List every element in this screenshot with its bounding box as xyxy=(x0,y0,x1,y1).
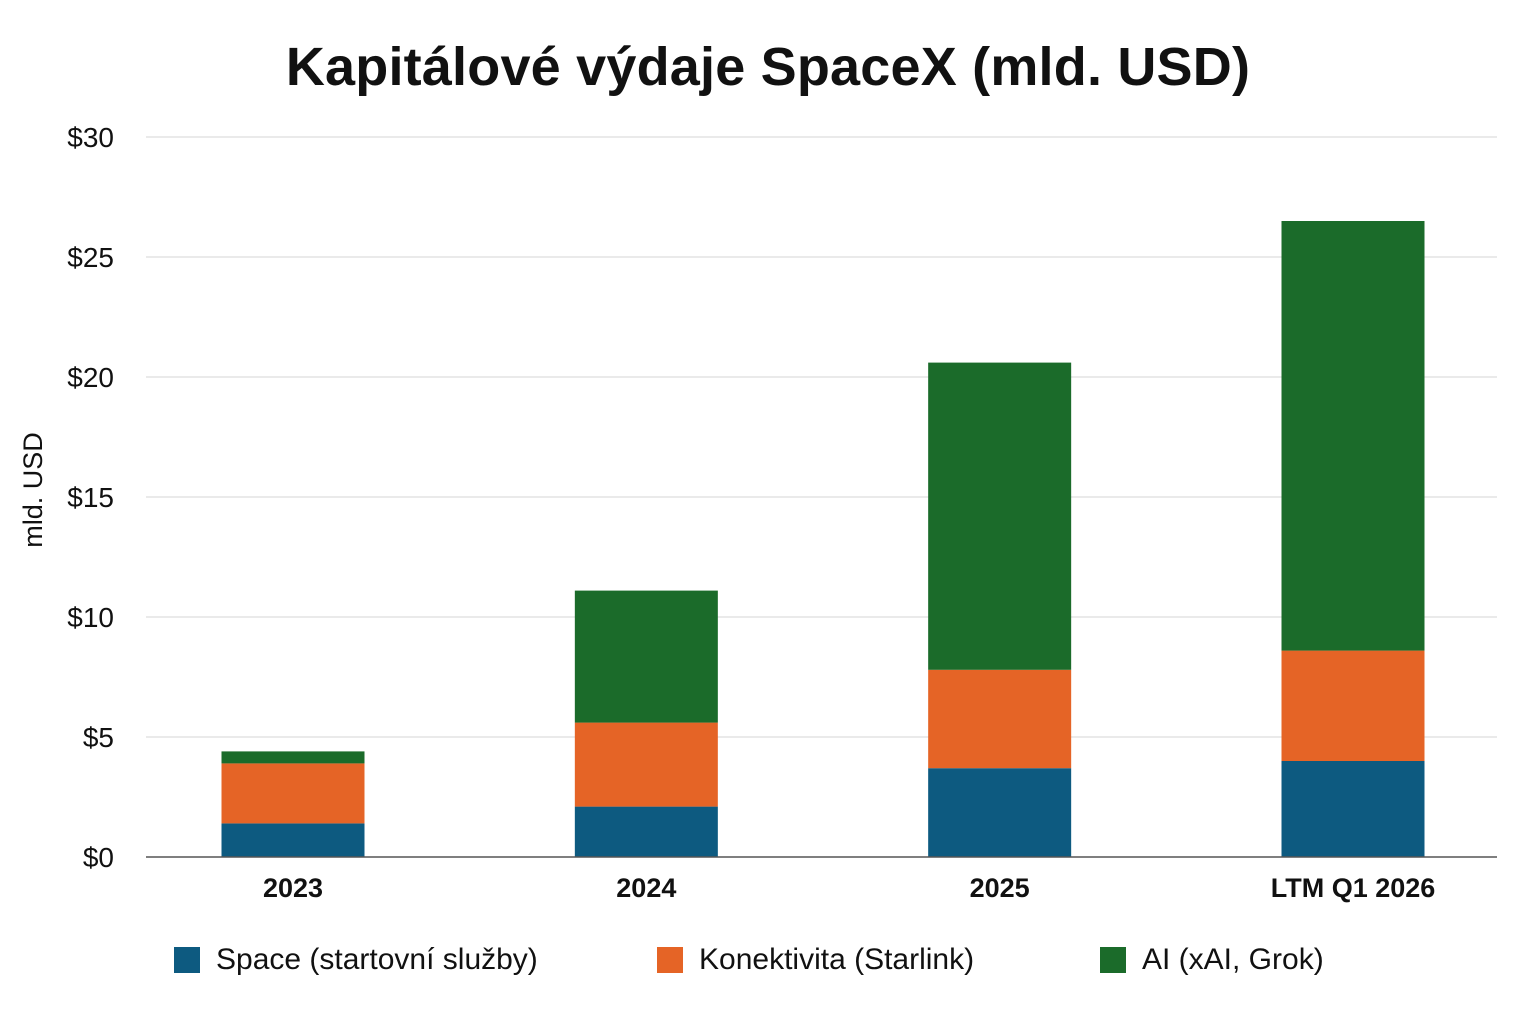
x-axis-ticks: 2023 2024 2025 LTM Q1 2026 xyxy=(263,873,1435,903)
bar-segment xyxy=(221,823,365,857)
legend: Space (startovní služby) Konektivita (Sta… xyxy=(0,938,1536,982)
y-tick-label: $0 xyxy=(83,842,114,873)
legend-label: Space (startovní služby) xyxy=(216,943,538,976)
x-tick-label: 2023 xyxy=(263,873,323,903)
y-axis-label: mld. USD xyxy=(18,432,48,548)
x-tick-label: LTM Q1 2026 xyxy=(1271,873,1436,903)
y-tick-label: $20 xyxy=(67,362,114,393)
legend-swatch xyxy=(1100,947,1126,973)
y-axis-ticks: $0 $5 $10 $15 $20 $25 $30 xyxy=(67,122,114,873)
x-tick-label: 2025 xyxy=(970,873,1030,903)
legend-label: Konektivita (Starlink) xyxy=(699,943,975,976)
legend-label: AI (xAI, Grok) xyxy=(1142,943,1324,976)
legend-item: AI (xAI, Grok) xyxy=(1100,938,1324,982)
y-tick-label: $10 xyxy=(67,602,114,633)
chart-title: Kapitálové výdaje SpaceX (mld. USD) xyxy=(285,37,1251,97)
bar-segment xyxy=(928,362,1072,670)
bar-segment xyxy=(1281,221,1425,651)
bar-segment xyxy=(574,806,718,857)
bar-segment xyxy=(221,763,365,824)
bar-segment xyxy=(928,669,1072,769)
x-tick-label: 2024 xyxy=(616,873,676,903)
y-tick-label: $30 xyxy=(67,122,114,153)
y-tick-label: $25 xyxy=(67,242,114,273)
bar-segment xyxy=(574,722,718,807)
legend-item: Space (startovní služby) xyxy=(174,938,538,982)
legend-item: Konektivita (Starlink) xyxy=(657,938,974,982)
legend-swatch xyxy=(657,947,683,973)
y-tick-label: $15 xyxy=(67,482,114,513)
bar-segment xyxy=(1281,650,1425,761)
bar-segment xyxy=(221,751,365,764)
y-tick-label: $5 xyxy=(83,722,114,753)
legend-swatch xyxy=(174,947,200,973)
bar-segment xyxy=(928,768,1072,857)
bar-segment xyxy=(574,590,718,723)
bar-segment xyxy=(1281,761,1425,857)
grid-lines xyxy=(146,136,1497,738)
bars xyxy=(221,221,1425,857)
